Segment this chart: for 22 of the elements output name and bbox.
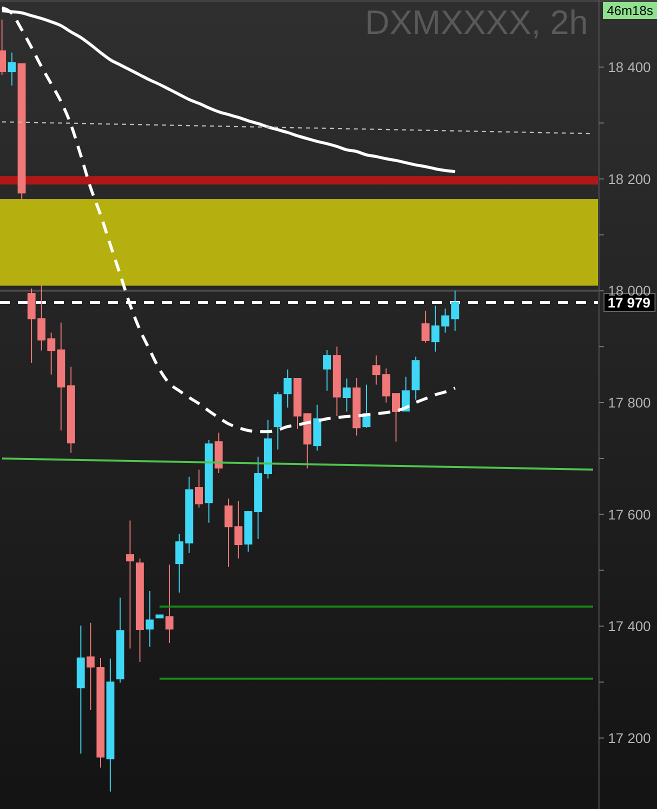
y-tick-label: 17 800: [608, 394, 652, 411]
candlestick: [422, 310, 430, 344]
candlestick: [37, 284, 46, 352]
candlestick: [195, 469, 203, 508]
y-tick-label: 18 200: [608, 170, 652, 187]
text: 46m18s: [606, 3, 654, 18]
candlestick: [8, 52, 16, 86]
candlestick: [323, 349, 332, 392]
candlestick: [146, 590, 154, 648]
candlestick: [431, 305, 440, 352]
y-tick-label: 17 400: [608, 618, 652, 634]
candlestick: [234, 500, 242, 560]
candlestick: [86, 622, 95, 711]
candlestick: [224, 498, 233, 568]
y-tick-label: 18 400: [608, 59, 652, 76]
candlestick: [284, 369, 292, 408]
candlestick: [392, 393, 400, 442]
y-tick-label: 17 200: [608, 730, 652, 746]
candlestick: [342, 378, 351, 412]
candlestick: [126, 520, 134, 650]
candlestick: [165, 564, 174, 644]
y-tick-label: 17 600: [608, 506, 652, 522]
